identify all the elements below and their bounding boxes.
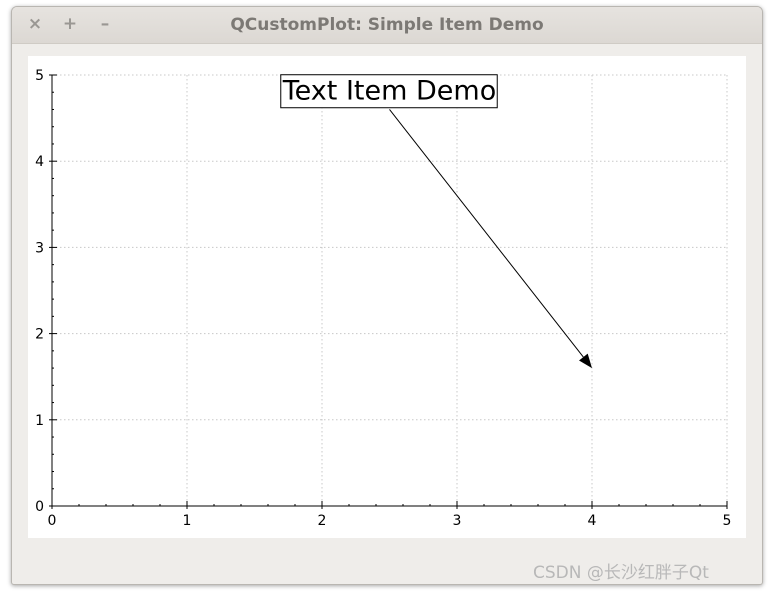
watermark: CSDN @长沙红胖子Qt [533,563,709,583]
text-item-label: Text Item Demo [282,76,496,107]
arrow-line [389,109,584,358]
x-tick-label: 5 [723,513,732,529]
x-tick-label: 0 [48,513,57,529]
y-tick-label: 5 [35,68,44,84]
y-tick-label: 1 [35,413,44,429]
y-tick-label: 0 [35,499,44,515]
x-tick-label: 4 [588,513,597,529]
plot-area[interactable]: 0 1 2 3 4 5 0 1 2 3 4 5 Text Item Demo [28,56,746,538]
x-tick-label: 3 [453,513,462,529]
x-tick-label: 1 [183,513,192,529]
text-item-box [280,74,498,109]
window-title: QCustomPlot: Simple Item Demo [230,15,544,35]
y-tick-label: 2 [35,327,44,343]
y-tick-label: 4 [35,154,44,170]
maximize-button[interactable]: + [62,14,78,34]
close-button[interactable]: × [27,14,43,34]
arrow-head [579,353,592,369]
y-tick-label: 3 [35,240,44,256]
title-bar: × + – QCustomPlot: Simple Item Demo [12,7,762,44]
x-tick-label: 2 [318,513,327,529]
chart-canvas[interactable]: 0 1 2 3 4 5 0 1 2 3 4 5 Text Item Demo [28,56,746,538]
minimize-button[interactable]: – [100,14,110,34]
